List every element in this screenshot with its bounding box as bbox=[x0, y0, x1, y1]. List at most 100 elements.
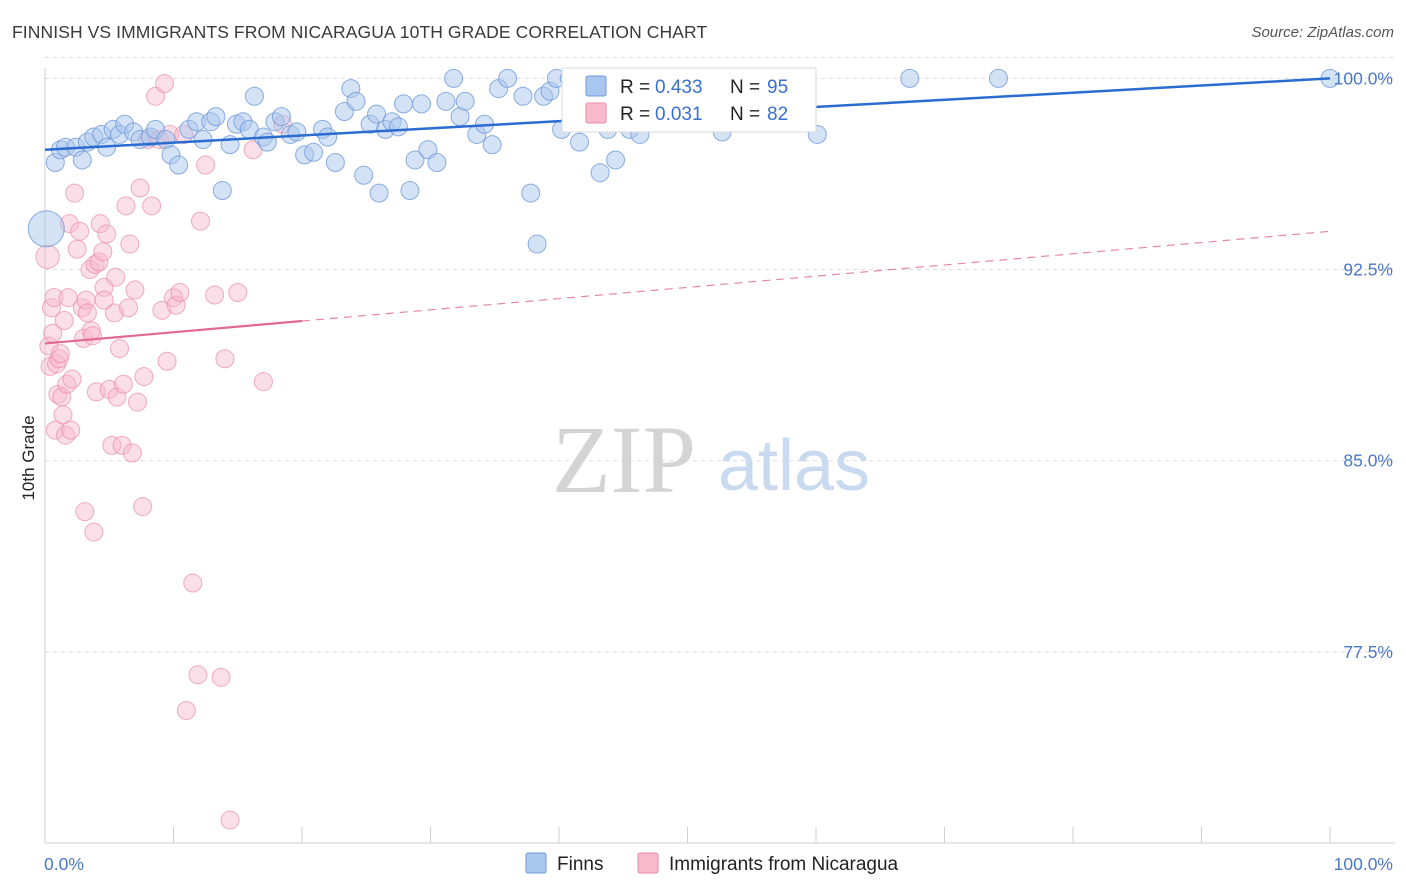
point-nicaragua bbox=[65, 183, 85, 203]
point-finns bbox=[369, 183, 389, 203]
point-nicaragua bbox=[112, 435, 132, 455]
watermark-atlas: atlas bbox=[718, 426, 870, 506]
point-finns bbox=[436, 91, 456, 111]
point-nicaragua bbox=[107, 387, 127, 407]
point-nicaragua bbox=[39, 336, 59, 356]
y-tick-label: 100.0% bbox=[1334, 68, 1393, 88]
point-nicaragua bbox=[188, 665, 208, 685]
chart-title: FINNISH VS IMMIGRANTS FROM NICARAGUA 10T… bbox=[12, 22, 708, 42]
point-nicaragua bbox=[77, 303, 97, 323]
point-finns bbox=[72, 150, 92, 170]
point-finns bbox=[527, 234, 547, 254]
point-nicaragua bbox=[93, 242, 113, 262]
point-nicaragua bbox=[57, 374, 77, 394]
point-nicaragua bbox=[50, 344, 70, 364]
point-nicaragua bbox=[54, 311, 74, 331]
source-label: Source: ZipAtlas.com bbox=[1251, 24, 1394, 41]
point-nicaragua bbox=[196, 155, 216, 175]
point-nicaragua bbox=[128, 392, 148, 412]
point-nicaragua bbox=[215, 349, 235, 369]
point-nicaragua bbox=[119, 298, 139, 318]
y-axis-title: 10th Grade bbox=[19, 415, 38, 500]
point-nicaragua bbox=[113, 374, 133, 394]
point-finns bbox=[606, 150, 626, 170]
legend-nicaragua-n-label: N = bbox=[730, 104, 760, 125]
point-nicaragua bbox=[134, 367, 154, 387]
series-nicaragua-points bbox=[35, 73, 293, 830]
point-finns bbox=[513, 86, 533, 106]
point-finns bbox=[590, 163, 610, 183]
legend: R = 0.433 N = 95 R = 0.031 N = 82 bbox=[561, 67, 817, 133]
point-nicaragua bbox=[99, 379, 119, 399]
point-finns bbox=[325, 152, 345, 172]
point-nicaragua bbox=[70, 221, 90, 241]
point-finns bbox=[27, 210, 65, 248]
point-finns bbox=[287, 122, 307, 142]
series-finns-points bbox=[27, 68, 1340, 254]
point-finns bbox=[206, 107, 226, 127]
point-nicaragua bbox=[122, 443, 142, 463]
tick-labels: 100.0% 92.5% 85.0% 77.5% 0.0% 100.0% bbox=[44, 68, 1393, 874]
point-nicaragua bbox=[89, 252, 109, 272]
point-finns bbox=[244, 86, 264, 106]
axes bbox=[44, 68, 1395, 844]
point-nicaragua bbox=[205, 285, 225, 305]
legend-swatch-nicaragua bbox=[585, 102, 607, 124]
point-finns bbox=[444, 68, 464, 88]
point-finns bbox=[212, 181, 232, 201]
point-nicaragua bbox=[125, 280, 145, 300]
point-finns bbox=[169, 155, 189, 175]
point-nicaragua bbox=[130, 178, 150, 198]
point-finns bbox=[346, 91, 366, 111]
point-nicaragua bbox=[211, 667, 231, 687]
point-nicaragua bbox=[183, 573, 203, 593]
point-nicaragua bbox=[164, 288, 183, 308]
point-nicaragua bbox=[253, 372, 273, 392]
point-finns bbox=[271, 107, 291, 127]
point-finns bbox=[318, 127, 338, 147]
y-tick-label: 92.5% bbox=[1343, 260, 1393, 280]
x-tick-label-max: 100.0% bbox=[1334, 854, 1393, 874]
point-finns bbox=[427, 152, 447, 172]
x-tick-label-min: 0.0% bbox=[44, 854, 84, 874]
bottom-legend-swatch-nicaragua bbox=[637, 852, 659, 874]
point-nicaragua bbox=[157, 351, 177, 371]
point-nicaragua bbox=[228, 282, 248, 302]
point-nicaragua bbox=[110, 339, 130, 359]
point-nicaragua bbox=[176, 700, 196, 720]
legend-swatch-finns bbox=[585, 75, 607, 97]
point-nicaragua bbox=[90, 214, 110, 234]
legend-finns-r-label: R = bbox=[620, 77, 650, 98]
point-finns bbox=[367, 104, 387, 124]
point-finns bbox=[900, 68, 920, 88]
point-nicaragua bbox=[94, 290, 114, 310]
point-finns bbox=[498, 68, 518, 88]
point-finns bbox=[354, 165, 374, 185]
y-tick-label: 85.0% bbox=[1343, 451, 1393, 471]
point-nicaragua bbox=[190, 211, 210, 231]
legend-nicaragua-n-value: 82 bbox=[767, 104, 788, 125]
legend-nicaragua-r-value: 0.031 bbox=[655, 104, 703, 125]
y-tick-label: 77.5% bbox=[1343, 642, 1393, 662]
point-nicaragua bbox=[155, 73, 175, 93]
point-nicaragua bbox=[104, 303, 124, 323]
point-nicaragua bbox=[152, 300, 172, 320]
point-finns bbox=[304, 142, 324, 162]
point-nicaragua bbox=[56, 425, 76, 445]
point-nicaragua bbox=[142, 196, 162, 216]
point-nicaragua bbox=[106, 267, 126, 287]
bottom-legend: Finns Immigrants from Nicaragua bbox=[525, 852, 899, 875]
point-nicaragua bbox=[61, 420, 81, 440]
point-nicaragua bbox=[166, 295, 186, 315]
point-finns bbox=[988, 68, 1008, 88]
point-nicaragua bbox=[47, 354, 67, 374]
trend-line-nicaragua-dashed bbox=[301, 230, 1331, 322]
legend-finns-r-value: 0.433 bbox=[655, 77, 703, 98]
point-nicaragua bbox=[75, 502, 95, 522]
point-finns bbox=[482, 135, 502, 155]
point-nicaragua bbox=[53, 405, 73, 425]
legend-finns-n-label: N = bbox=[730, 77, 760, 98]
point-nicaragua bbox=[170, 282, 190, 302]
point-nicaragua bbox=[44, 288, 64, 308]
legend-nicaragua-r-label: R = bbox=[620, 104, 650, 125]
